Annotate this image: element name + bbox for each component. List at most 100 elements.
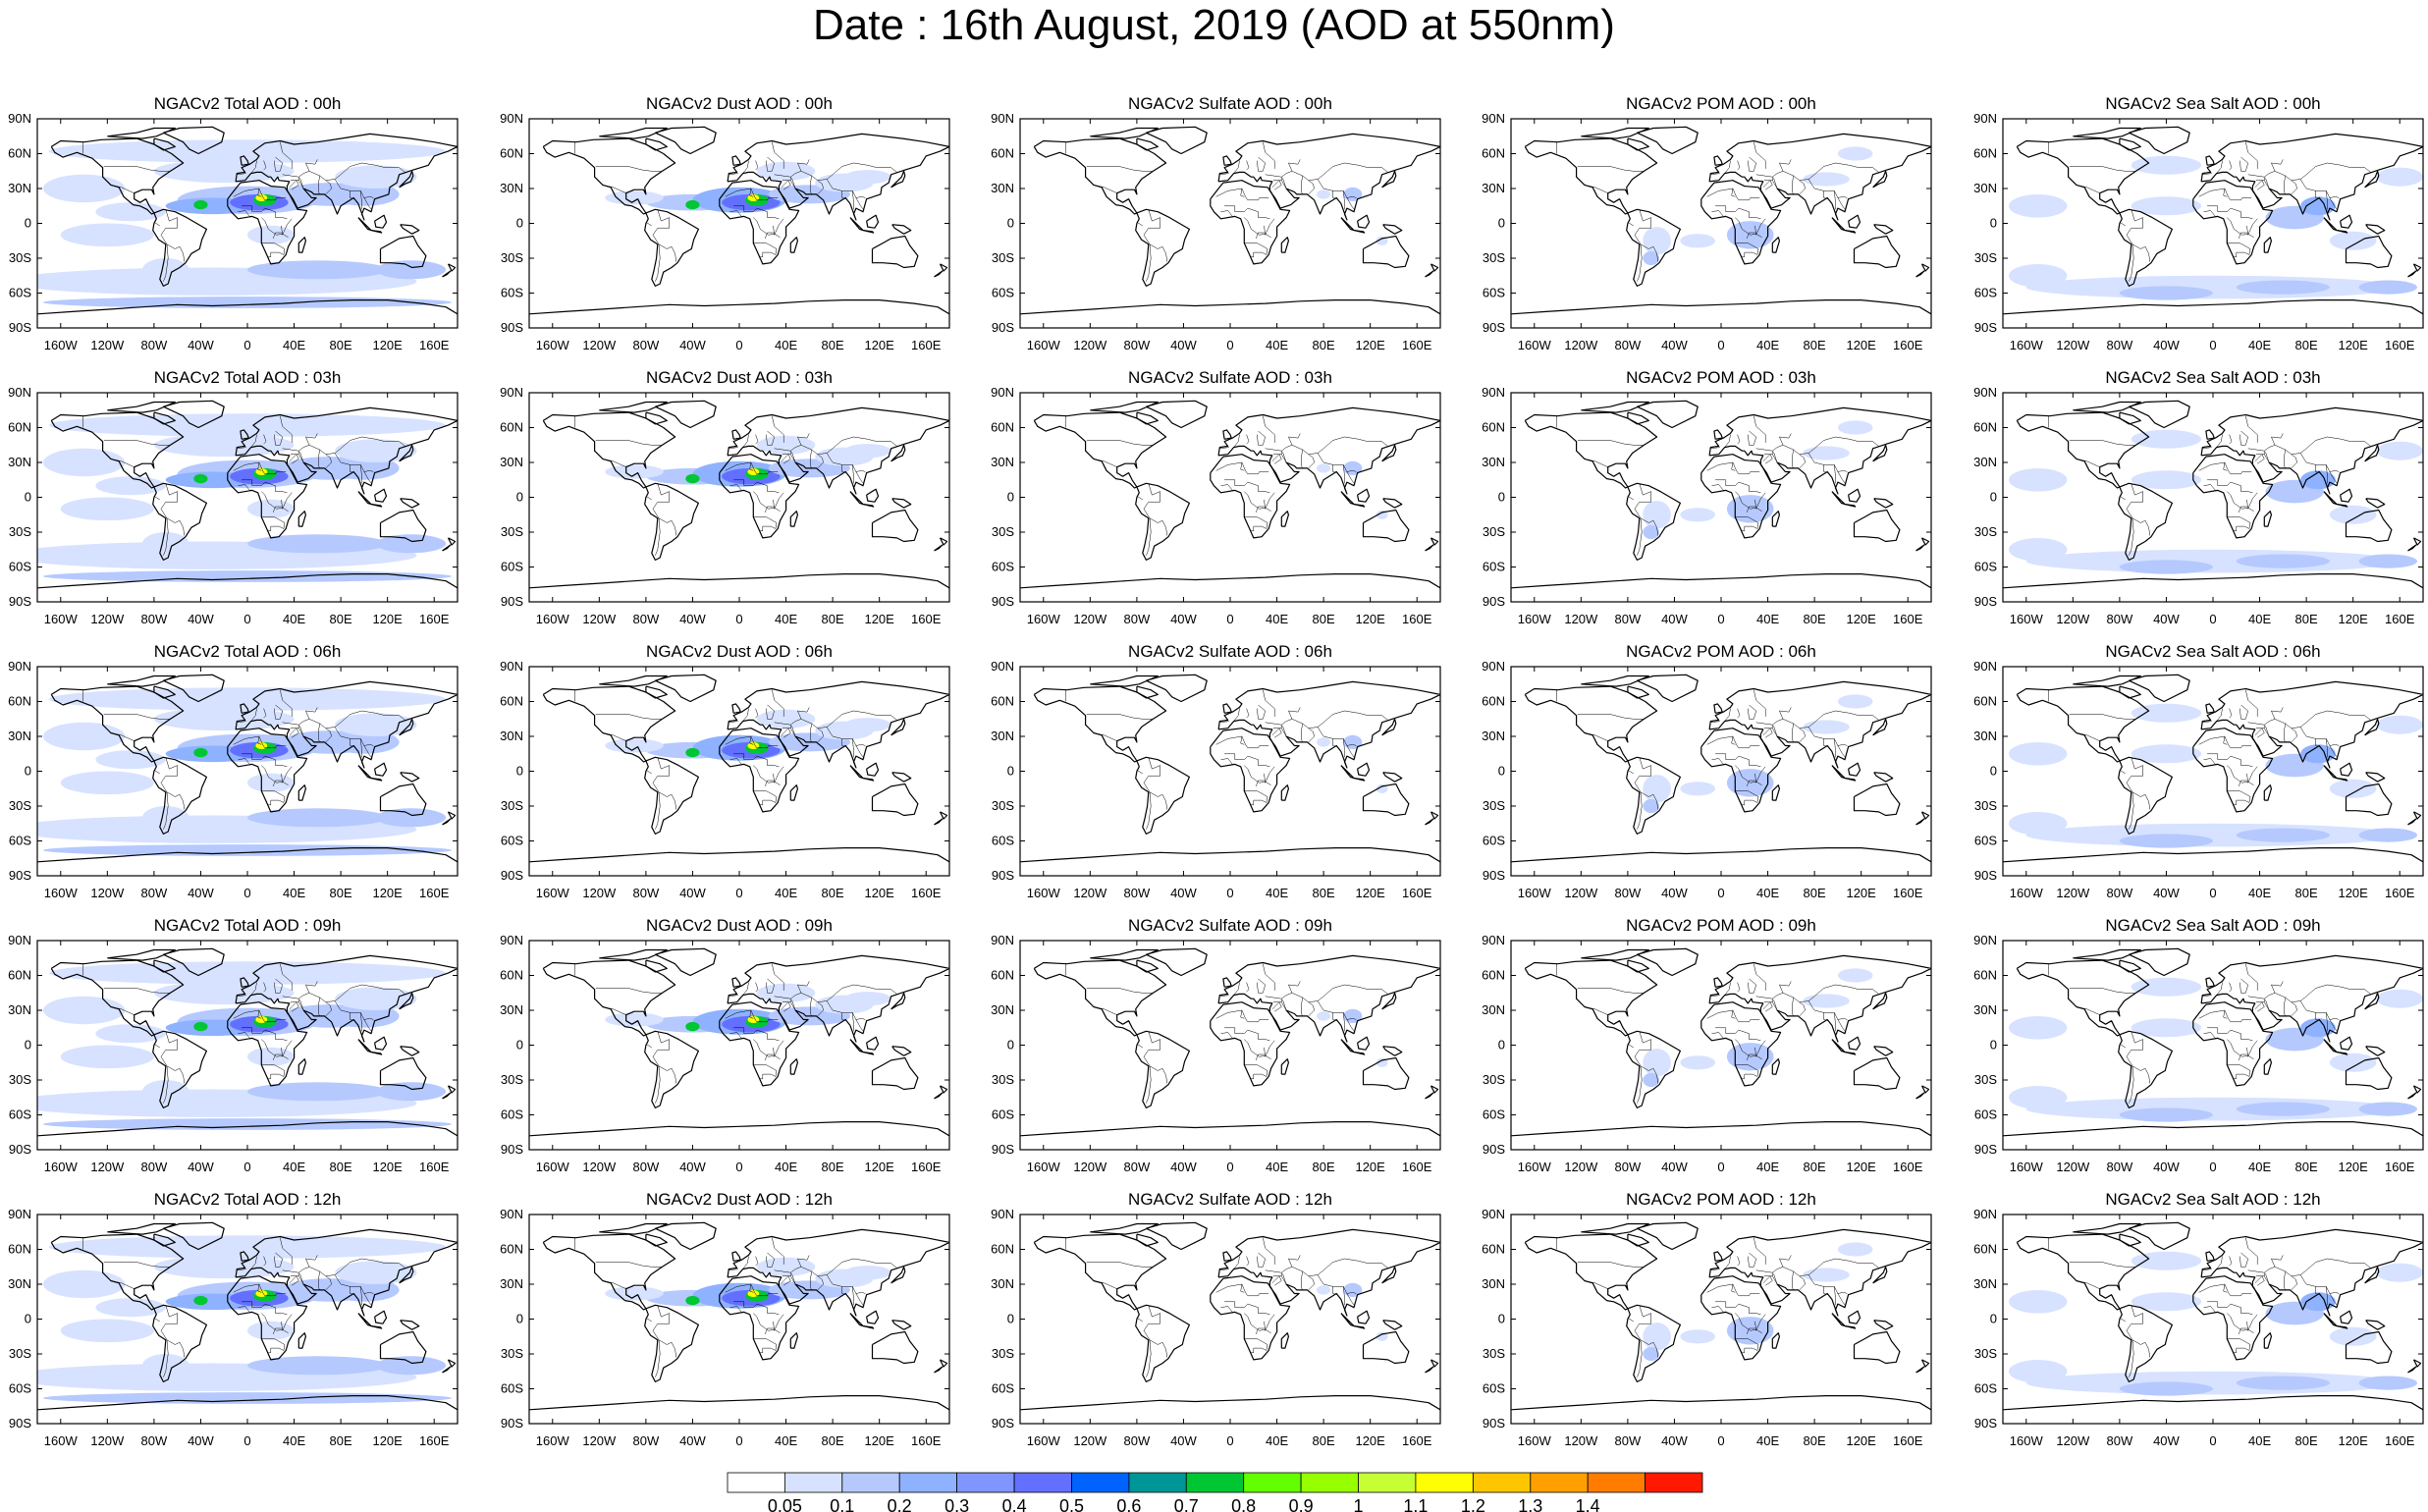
- country-border: [1246, 160, 1250, 171]
- country-border: [790, 1273, 796, 1285]
- country-border: [841, 738, 847, 747]
- coastline: [2364, 718, 2380, 736]
- coastline: [2336, 504, 2348, 508]
- coastline: [939, 263, 948, 272]
- country-border: [1754, 141, 1766, 169]
- country-border: [1808, 179, 1848, 198]
- lat-tick-label: 60N: [8, 420, 31, 435]
- coastline: [1136, 137, 1159, 151]
- country-border: [325, 728, 332, 743]
- country-border: [289, 728, 299, 738]
- country-border: [1778, 159, 1792, 172]
- country-border: [272, 780, 283, 786]
- coastline: [2200, 954, 2423, 1043]
- aod-patch: [2329, 1053, 2377, 1072]
- coastline: [357, 765, 372, 780]
- lat-tick-label: 0: [25, 490, 31, 505]
- country-border: [1086, 988, 1153, 994]
- coastline: [1637, 1221, 1699, 1251]
- lat-tick-label: 30N: [991, 181, 1014, 195]
- country-border: [1731, 188, 1736, 197]
- lat-tick-label: 60N: [8, 1242, 31, 1257]
- coastlines: [2003, 674, 2423, 863]
- lon-tick-label: 80W: [2107, 886, 2133, 900]
- aod-field: [1317, 460, 1388, 519]
- panel-title: NGACv2 Sea Salt AOD : 06h: [2105, 642, 2320, 661]
- lon-tick-label: 160W: [2010, 1160, 2044, 1174]
- aod-patch: [193, 199, 208, 210]
- country-border: [1799, 1001, 1806, 1017]
- aod-patch: [329, 1278, 400, 1302]
- lon-tick-label: 80E: [1804, 1433, 1826, 1448]
- country-border: [1281, 178, 1287, 189]
- country-border: [1834, 1286, 1836, 1306]
- map-frame: [528, 392, 950, 603]
- lat-tick-label: 30S: [1483, 1346, 1505, 1361]
- lon-tick-label: 80W: [1124, 1160, 1151, 1174]
- aod-patch: [844, 444, 891, 459]
- lat-tick-label: 30N: [1482, 1002, 1505, 1017]
- country-border: [2129, 1065, 2134, 1104]
- country-border: [1823, 464, 1829, 473]
- lat-tick-label: 90N: [1482, 385, 1505, 400]
- country-border: [1792, 723, 1794, 743]
- lat-tick-label: 90N: [991, 385, 1014, 400]
- country-border: [1287, 433, 1301, 446]
- lat-tick-label: 90S: [501, 1142, 523, 1157]
- country-border: [2329, 1293, 2339, 1307]
- country-border: [2227, 491, 2254, 512]
- coastline: [1637, 947, 1699, 977]
- country-border: [318, 997, 320, 1017]
- lat-tick-label: 90S: [501, 320, 523, 335]
- coastlines: [1511, 1221, 1931, 1411]
- aod-patch: [375, 534, 447, 554]
- aod-patch: [142, 1080, 189, 1104]
- lat-tick-label: 60N: [1973, 968, 1997, 983]
- country-border: [2239, 978, 2248, 994]
- country-border: [1637, 791, 1643, 830]
- coastline: [1430, 263, 1439, 272]
- lon-tick-label: 160E: [911, 1433, 942, 1448]
- lat-tick-label: 90N: [1482, 659, 1505, 674]
- coastline: [374, 1036, 388, 1051]
- country-border: [652, 1305, 677, 1358]
- coastline: [871, 783, 919, 817]
- country-border: [1281, 452, 1287, 463]
- country-border: [817, 454, 824, 469]
- coastline: [2016, 137, 2150, 215]
- country-border: [1281, 984, 1388, 1002]
- coastline: [447, 811, 457, 820]
- country-border: [733, 753, 780, 768]
- aod-patch: [153, 981, 295, 1005]
- aod-patch: [2009, 538, 2068, 562]
- lat-tick-label: 30N: [1973, 1002, 1997, 1017]
- colorbar-swatch: [1415, 1472, 1474, 1493]
- country-border: [1281, 1273, 1287, 1285]
- lat-tick-label: 0: [1990, 490, 1997, 505]
- coastlines: [2003, 947, 2423, 1137]
- coastline: [2263, 784, 2272, 801]
- country-border: [1823, 738, 1829, 747]
- aod-patch: [2131, 1292, 2202, 1312]
- country-border: [1627, 496, 1634, 501]
- country-border: [1724, 434, 1731, 448]
- country-border: [796, 981, 810, 994]
- country-border: [2247, 996, 2265, 1002]
- country-border: [728, 721, 738, 724]
- coastline: [719, 180, 800, 265]
- coastline: [1210, 454, 1291, 539]
- map-panel: NGACv2 Total AOD : 06h90N60N30N030S60S90…: [8, 642, 459, 900]
- lat-tick-label: 0: [1498, 1312, 1505, 1326]
- coastline: [655, 400, 717, 429]
- country-border: [2247, 1269, 2265, 1276]
- coastline: [2412, 537, 2422, 546]
- country-border: [2203, 758, 2216, 765]
- country-border: [280, 415, 293, 443]
- coastline: [862, 1325, 875, 1329]
- lat-tick-label: 0: [516, 216, 523, 231]
- aod-patch: [246, 260, 388, 280]
- aod-patch: [42, 1392, 453, 1404]
- coastline: [644, 1304, 699, 1382]
- country-border: [781, 1275, 791, 1286]
- country-border: [1346, 1019, 1356, 1033]
